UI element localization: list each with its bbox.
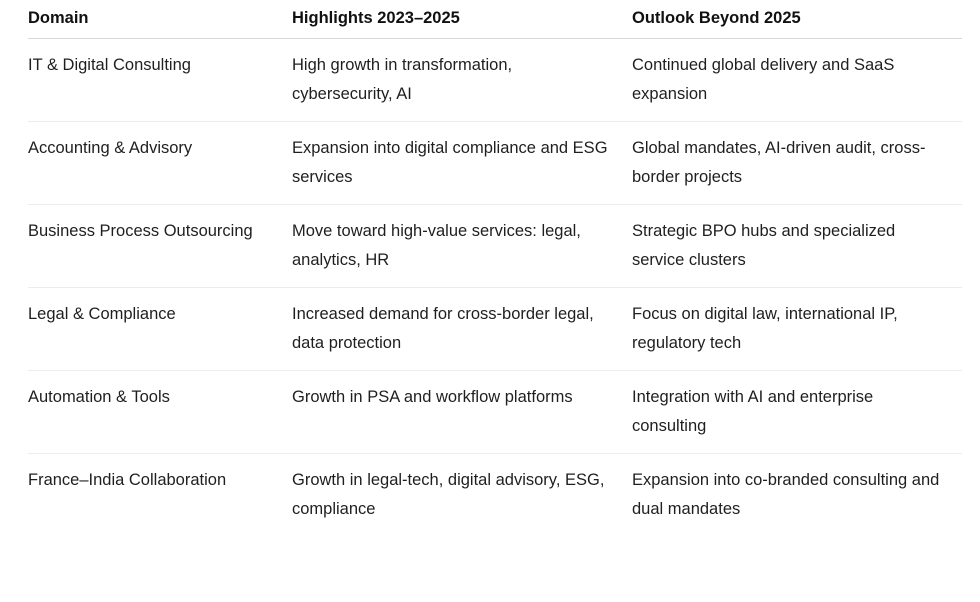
column-header-highlights: Highlights 2023–2025 — [292, 0, 632, 39]
cell-outlook: Focus on digital law, international IP, … — [632, 287, 962, 371]
column-header-domain: Domain — [28, 0, 292, 39]
table-row: Legal & Compliance Increased demand for … — [28, 287, 962, 371]
table-row: IT & Digital Consulting High growth in t… — [28, 38, 962, 122]
table-row: Automation & Tools Growth in PSA and wor… — [28, 370, 962, 454]
cell-outlook: Integration with AI and enterprise consu… — [632, 370, 962, 454]
table-row: France–India Collaboration Growth in leg… — [28, 454, 962, 537]
cell-highlights: Growth in legal-tech, digital advisory, … — [292, 471, 605, 518]
table-row: Accounting & Advisory Expansion into dig… — [28, 121, 962, 205]
cell-domain: France–India Collaboration — [28, 471, 227, 489]
cell-domain: Legal & Compliance — [28, 287, 292, 371]
cell-highlights: Growth in PSA and workflow platforms — [292, 370, 632, 454]
domain-outlook-table: Domain Highlights 2023–2025 Outlook Beyo… — [28, 0, 962, 536]
column-header-outlook: Outlook Beyond 2025 — [632, 0, 962, 39]
cell-domain: Automation & Tools — [28, 370, 292, 454]
cell-outlook: Global mandates, AI-driven audit, cross-… — [632, 121, 962, 205]
cell-domain: Accounting & Advisory — [28, 121, 292, 205]
cell-domain: Business Process Outsourcing — [28, 204, 292, 288]
cell-outlook: Expansion into co-branded consulting and… — [632, 471, 940, 518]
table-header-row: Domain Highlights 2023–2025 Outlook Beyo… — [28, 0, 962, 39]
cell-highlights: High growth in transformation, cybersecu… — [292, 38, 632, 122]
data-table-container: Domain Highlights 2023–2025 Outlook Beyo… — [28, 0, 962, 536]
cell-domain: IT & Digital Consulting — [28, 38, 292, 122]
table-row: Business Process Outsourcing Move toward… — [28, 204, 962, 288]
cell-outlook: Strategic BPO hubs and specialized servi… — [632, 204, 962, 288]
cell-highlights: Move toward high-value services: legal, … — [292, 204, 632, 288]
cell-highlights: Expansion into digital compliance and ES… — [292, 121, 632, 205]
cell-highlights: Increased demand for cross-border legal,… — [292, 287, 632, 371]
cell-outlook: Continued global delivery and SaaS expan… — [632, 38, 962, 122]
